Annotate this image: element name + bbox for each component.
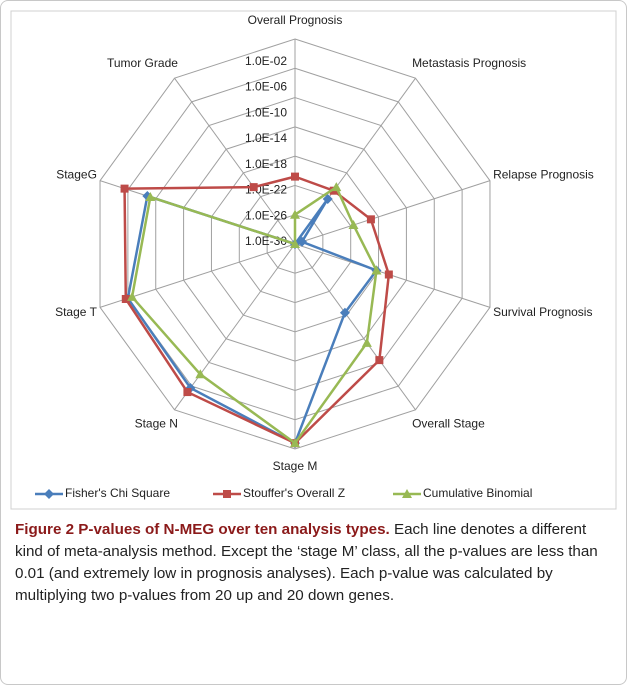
spoke (174, 77, 296, 245)
marker (384, 270, 393, 279)
marker (127, 291, 138, 301)
marker (402, 489, 412, 498)
tick-label: 1.0E-10 (245, 105, 287, 119)
tick-label: 1.0E-26 (245, 208, 287, 222)
marker (361, 337, 372, 347)
category-label: Relapse Prognosis (493, 167, 594, 181)
tick-label: 1.0E-02 (245, 54, 287, 68)
spoke (294, 180, 491, 245)
category-label: Tumor Grade (107, 56, 178, 70)
marker (195, 369, 206, 379)
marker (375, 356, 384, 365)
caption: Figure 2 P-values of N-MEG over ten anal… (15, 519, 613, 607)
chart-border (10, 10, 617, 510)
chart: Overall Prognosis Metastasis Prognosis Rel… (10, 10, 617, 510)
category-label: Overall Prognosis (248, 13, 343, 27)
marker (223, 490, 231, 498)
spoke (294, 243, 416, 411)
legend-label: Stouffer's Overall Z (243, 486, 345, 500)
marker (371, 265, 382, 275)
marker (348, 220, 359, 230)
marker (249, 183, 258, 192)
category-label: Metastasis Prognosis (412, 56, 526, 70)
category-label: Stage N (135, 417, 178, 431)
marker (366, 215, 375, 224)
caption-title: Figure 2 P-values of N-MEG over ten anal… (15, 521, 390, 538)
marker (121, 294, 130, 303)
marker (290, 209, 300, 219)
marker (183, 388, 192, 397)
tick-label: 1.0E-14 (245, 131, 287, 145)
marker (291, 172, 299, 181)
marker (145, 191, 156, 201)
tick-label: 1.0E-06 (245, 80, 287, 94)
marker (322, 193, 333, 204)
legend-label: Cumulative Binomial (423, 486, 532, 500)
tick-label: 1.0E-18 (245, 157, 287, 171)
marker (120, 184, 129, 193)
spoke (174, 243, 296, 411)
category-label: Overall Stage (412, 417, 485, 431)
marker (290, 239, 300, 248)
marker (44, 489, 54, 499)
marker (339, 307, 350, 318)
legend-label: Fisher's Chi Square (65, 486, 170, 500)
category-label: Stage M (273, 459, 318, 473)
tick-label: 1.0E-30 (245, 234, 287, 248)
category-label: StageG (56, 167, 97, 181)
marker (331, 182, 342, 192)
caption-text: Each line denotes a different kind of me… (15, 521, 598, 604)
category-label: Stage T (55, 305, 97, 319)
series-line (126, 194, 379, 445)
category-label: Survival Prognosis (493, 305, 592, 319)
marker (290, 438, 300, 448)
